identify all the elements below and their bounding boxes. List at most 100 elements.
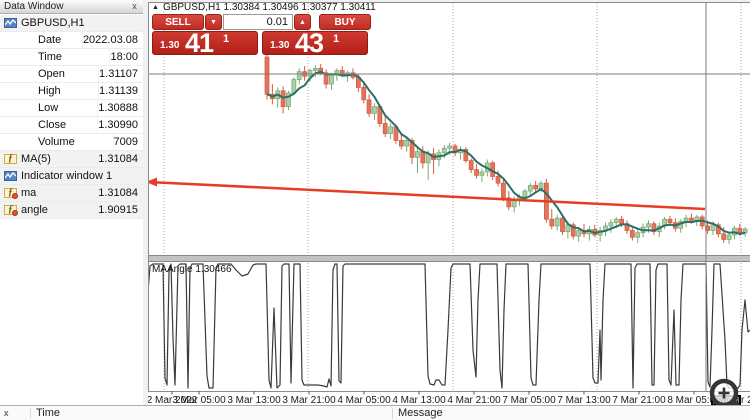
- candle-body: [721, 233, 727, 240]
- data-window-rows: GBPUSD,H1 Date 2022.03.08 Time 18:00 Open 1.31…: [0, 15, 143, 219]
- dw-row-value: 1.30990: [97, 117, 138, 133]
- dw-row-low: Low 1.30888: [0, 100, 143, 117]
- dw-row-value: 1.31107: [98, 66, 138, 82]
- candle-body: [613, 218, 619, 223]
- dw-row-value: 1.31084: [97, 185, 138, 201]
- time-axis-label: 7 Mar 13:00: [557, 395, 611, 405]
- dw-row-angle: ƒ angle 1.90915: [0, 202, 143, 219]
- chart-icon: [4, 171, 17, 181]
- column-header-time[interactable]: Time: [36, 407, 61, 419]
- candle-body: [527, 185, 533, 192]
- dw-row-value: 2022.03.08: [81, 32, 138, 48]
- candle-body: [538, 182, 544, 190]
- candle-body: [495, 176, 501, 184]
- custom-indicator-icon: ƒ: [4, 188, 18, 199]
- candle-body: [415, 151, 420, 158]
- volume-input[interactable]: 0.01: [223, 14, 293, 30]
- candle-body: [420, 151, 426, 164]
- candle-body: [726, 234, 732, 240]
- candle-body: [372, 106, 377, 114]
- dw-row-value: 1.30888: [97, 100, 138, 116]
- sell-price-box[interactable]: 1.30 41 1: [152, 28, 258, 58]
- dw-row-value: 1.90915: [97, 202, 138, 218]
- data-window-panel: Data Window x GBPUSD,H1 Date 2022.03.08 Tim…: [0, 0, 144, 405]
- candle-body: [474, 169, 479, 176]
- dw-row-value: 1.31084: [97, 151, 138, 167]
- chart-window: MAAngle 1.30466 2 Mar 2022 3 Mar 05:00 3 Ma…: [143, 0, 750, 405]
- buy-button[interactable]: BUY: [319, 14, 371, 30]
- time-axis-label: 3 Mar 13:00: [227, 395, 281, 405]
- quote-text: GBPUSD,H1 1.30384 1.30496 1.30377 1.3041…: [162, 2, 376, 13]
- toolbox-header-bar: x Time Message: [0, 405, 750, 420]
- moving-average-line: [266, 70, 746, 235]
- candle-body: [382, 123, 388, 135]
- time-axis-label: 4 Mar 13:00: [392, 395, 446, 405]
- trade-controls-row: SELL ▼ 0.01 ▲ BUY: [152, 14, 377, 31]
- time-axis-label-clipped: r 21: [741, 395, 750, 405]
- candle-body: [710, 224, 716, 231]
- dw-row-ma-5-: ƒ MA(5) 1.31084: [0, 151, 143, 168]
- dw-row-label: ma: [21, 187, 37, 199]
- data-window-close-icon[interactable]: x: [132, 1, 137, 11]
- candle-body: [667, 218, 673, 223]
- candle-body: [646, 223, 651, 228]
- dw-row-label: Close: [38, 119, 67, 131]
- candle-body: [651, 223, 657, 232]
- one-click-toggle-icon[interactable]: ▲: [152, 4, 159, 11]
- toolbox-close-icon[interactable]: x: [4, 408, 9, 418]
- candle-body: [388, 126, 393, 135]
- candle-body: [286, 92, 291, 107]
- time-axis-label: 4 Mar 05:00: [337, 395, 391, 405]
- candle-body: [689, 217, 694, 221]
- volume-decrease-icon[interactable]: ▼: [205, 14, 222, 30]
- candle-body: [506, 197, 512, 208]
- candle-body: [737, 227, 743, 234]
- candle-body: [366, 99, 372, 114]
- custom-indicator-icon: ƒ: [4, 205, 18, 216]
- dw-row-label: Time: [38, 51, 63, 63]
- candle-body: [312, 67, 318, 71]
- time-axis-label: 7 Mar 05:00: [502, 395, 556, 405]
- candle-body: [441, 147, 447, 154]
- dw-row-label: MA(5): [21, 153, 51, 165]
- candle-body: [576, 230, 582, 237]
- candle-body: [361, 87, 367, 101]
- column-header-message[interactable]: Message: [398, 407, 443, 419]
- volume-increase-icon[interactable]: ▲: [294, 14, 311, 30]
- dw-row-volume: Volume 7009: [0, 134, 143, 151]
- candle-body: [398, 140, 404, 147]
- candle-body: [468, 160, 474, 171]
- sell-price-main: 41: [185, 28, 214, 58]
- buy-price-prefix: 1.30: [270, 40, 290, 51]
- sell-price-pip: 1: [223, 33, 230, 45]
- dw-row-ma: ƒ ma 1.31084: [0, 185, 143, 202]
- candle-body: [307, 70, 313, 77]
- time-axis-label: 2 Mar 2022: [148, 395, 198, 405]
- buy-price-main: 43: [295, 28, 324, 58]
- trend-line: [148, 180, 706, 211]
- candle-body: [264, 56, 270, 95]
- chart-icon: [4, 18, 17, 28]
- candle-body: [608, 222, 614, 227]
- dw-row-label: Indicator window 1: [21, 170, 113, 182]
- time-axis-label: 3 Mar 05:00: [172, 395, 226, 405]
- dw-row-value: 7009: [112, 134, 138, 150]
- candle-body: [447, 145, 453, 149]
- data-window-title: Data Window: [4, 1, 64, 12]
- candle-body: [404, 140, 410, 147]
- dw-row-value: 18:00: [109, 49, 138, 65]
- function-icon: ƒ: [4, 154, 17, 164]
- time-axis-label: 4 Mar 21:00: [447, 395, 501, 405]
- dw-row-indicator-window-1: Indicator window 1: [0, 168, 143, 185]
- sell-button[interactable]: SELL: [152, 14, 204, 30]
- candle-body: [554, 217, 560, 227]
- buy-price-box[interactable]: 1.30 43 1: [262, 28, 368, 58]
- time-axis-label: 7 Mar 21:00: [612, 395, 666, 405]
- dw-row-close: Close 1.30990: [0, 117, 143, 134]
- candle-body: [570, 224, 576, 237]
- data-window-titlebar[interactable]: Data Window x: [0, 0, 143, 14]
- trend-line-arrow-icon: [148, 177, 157, 187]
- dw-row-label: High: [38, 85, 61, 97]
- candle-body: [463, 149, 469, 162]
